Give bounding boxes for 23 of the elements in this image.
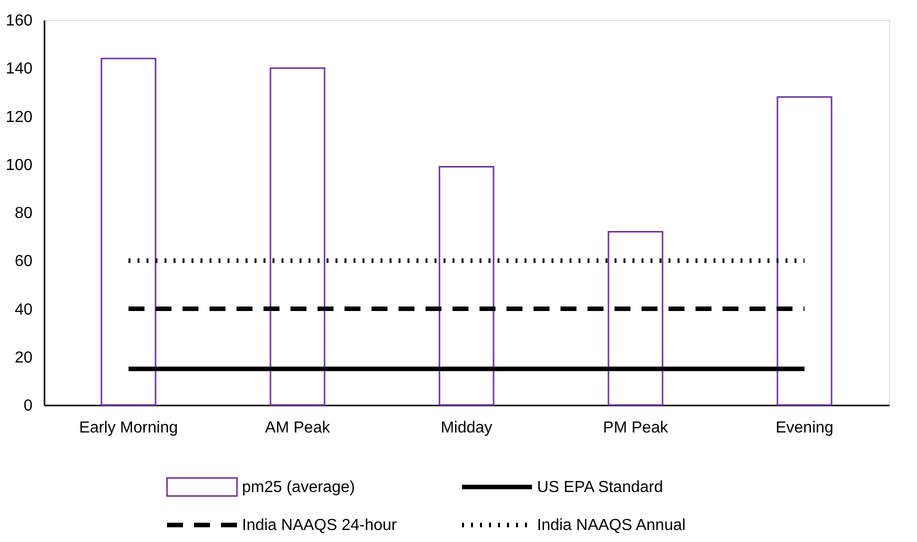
x-tick-label: PM Peak [603, 420, 669, 436]
y-tick-label: 140 [6, 60, 33, 78]
bar [608, 231, 664, 406]
bar [438, 166, 494, 406]
y-tick-label: 20 [14, 349, 33, 366]
y-tick-label: 80 [14, 205, 33, 222]
x-tick-label: Midday [440, 420, 492, 436]
y-tick-label: 0 [24, 398, 33, 414]
legend-label: India NAAQS Annual [537, 517, 686, 534]
x-tick-label: Evening [776, 420, 834, 436]
legend-label: US EPA Standard [537, 479, 663, 496]
legend-label: pm25 (average) [242, 479, 355, 496]
bar [776, 96, 832, 406]
y-tick-label: 160 [6, 12, 33, 30]
x-tick-label: AM Peak [265, 420, 331, 436]
y-tick-label: 60 [14, 253, 33, 270]
bar [100, 58, 156, 406]
y-tick-label: 100 [6, 156, 33, 174]
x-tick-label: Early Morning [79, 420, 178, 436]
legend-label: India NAAQS 24-hour [242, 517, 398, 534]
bar [270, 67, 326, 406]
y-tick-label: 120 [6, 108, 33, 126]
y-tick-label: 40 [14, 301, 33, 318]
